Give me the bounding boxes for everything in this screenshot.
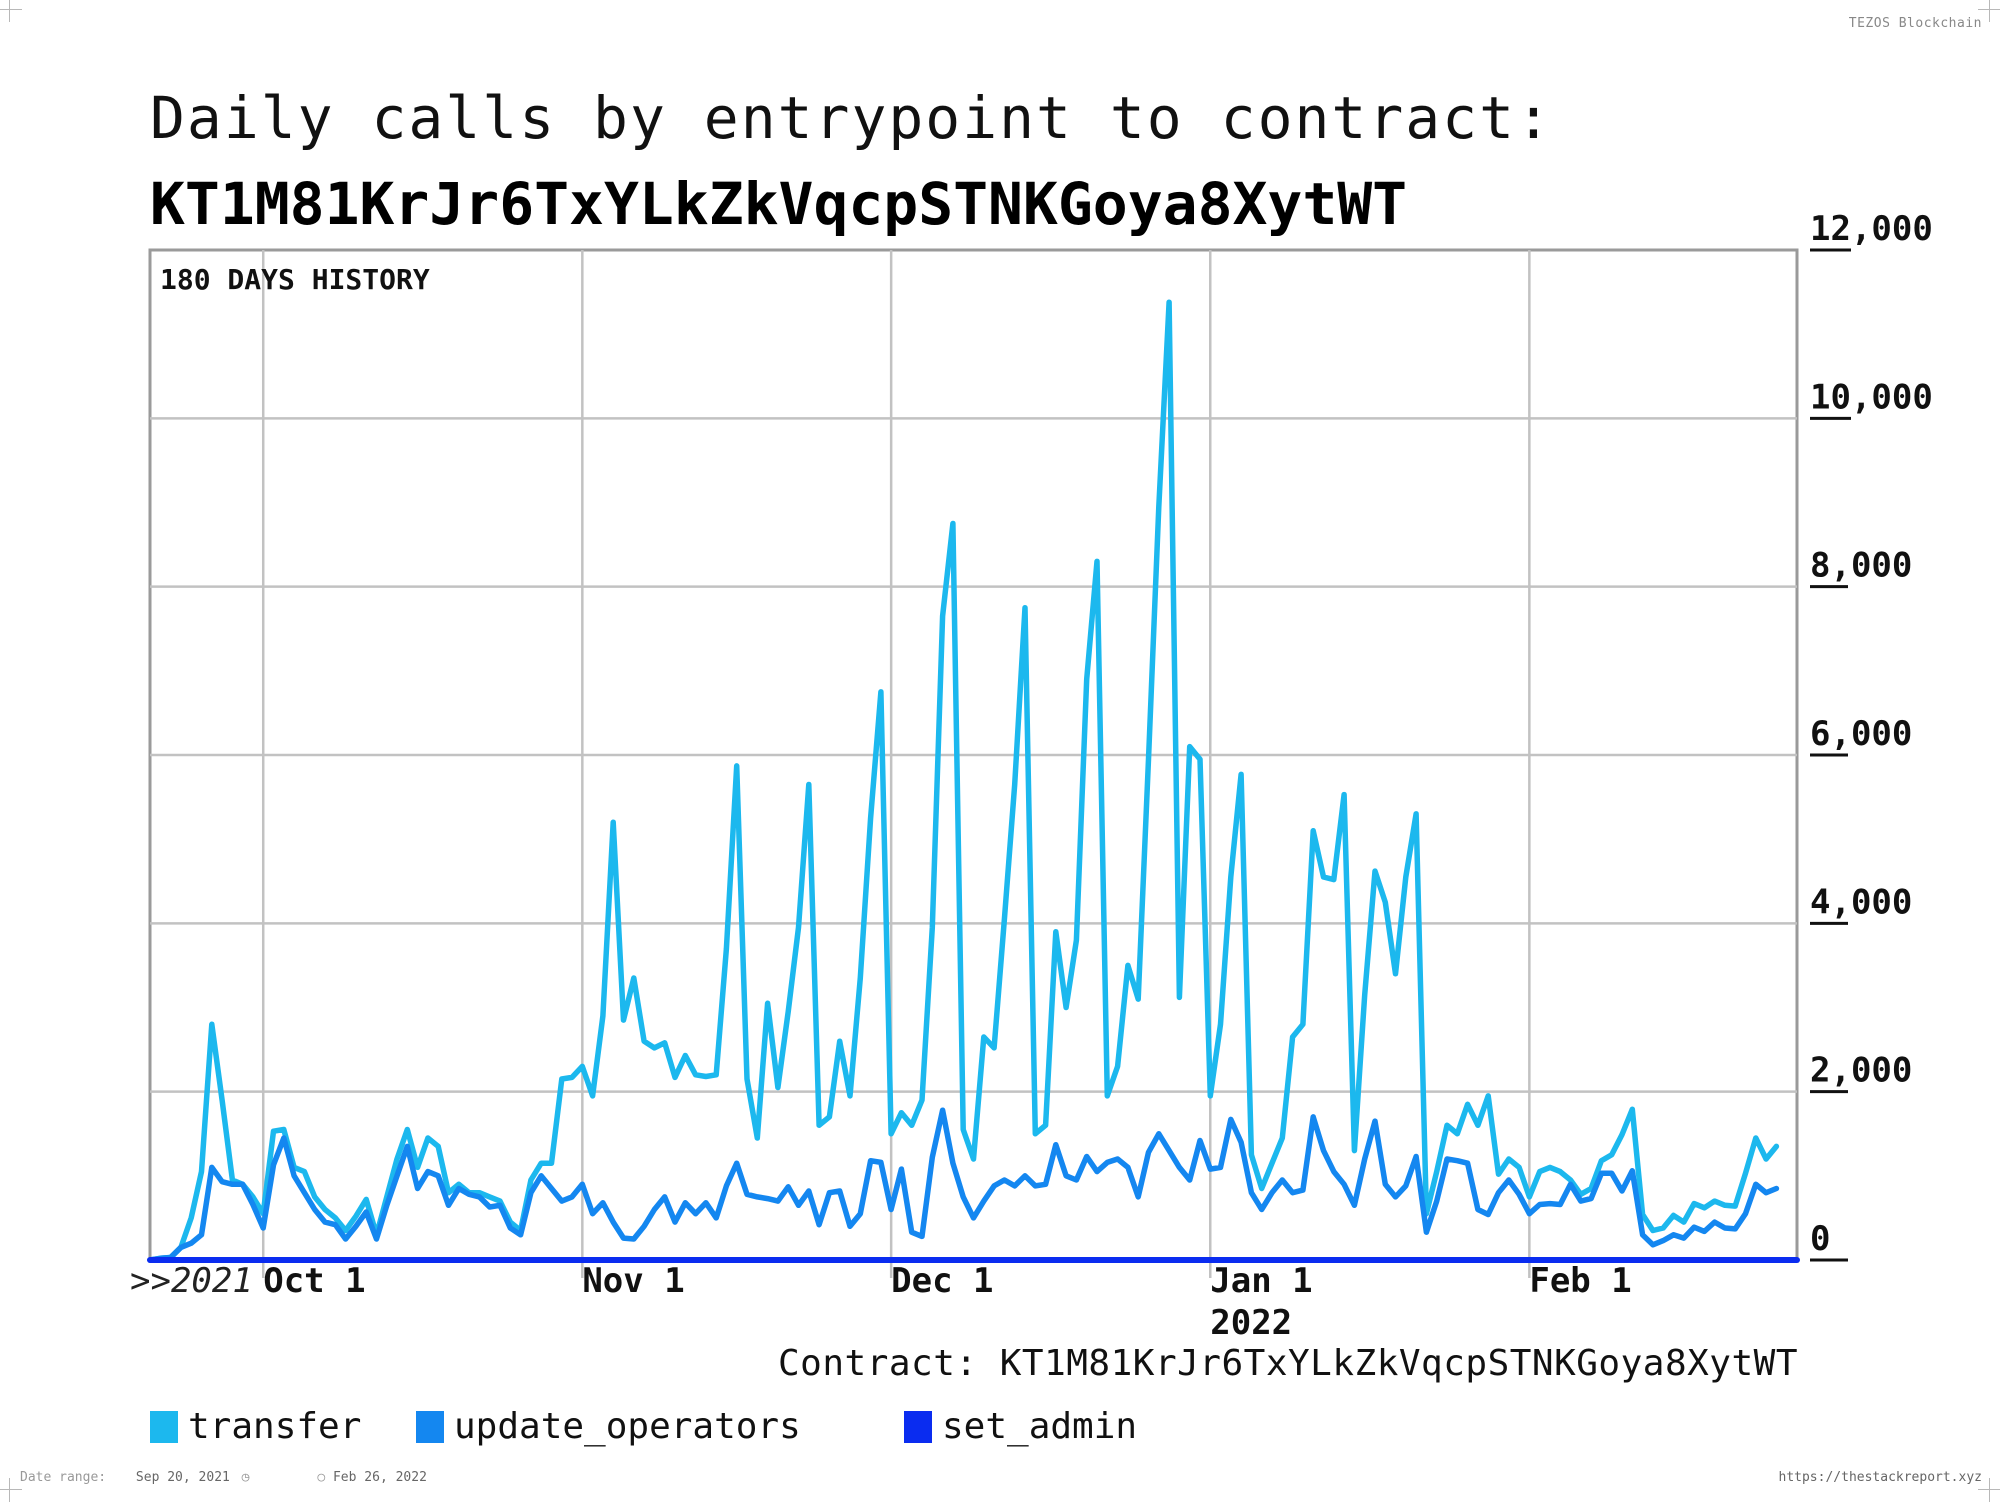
legend-swatch-set-admin — [904, 1410, 932, 1443]
legend-label-update-operators: update_operators — [454, 1406, 801, 1447]
legend-swatch-transfer — [150, 1410, 178, 1443]
legend-item-transfer: transfer — [150, 1406, 361, 1447]
date-range: Date range: Sep 20, 2021 ◷ ○ Feb 26, 202… — [20, 1470, 427, 1485]
circle-icon: ○ — [317, 1470, 326, 1485]
y-tick-label: 6,000 — [1810, 714, 1912, 754]
series-lines — [147, 299, 1800, 1263]
date-range-end: Feb 26, 2022 — [332, 1470, 427, 1485]
legend-item-set-admin: set_admin — [904, 1406, 1137, 1447]
crop-mark-bottom-right — [1978, 1478, 2000, 1502]
y-tick-label: 8,000 — [1810, 546, 1912, 586]
crop-mark-bottom-left — [0, 1478, 22, 1502]
x-tick-label: Oct 1 — [263, 1261, 365, 1301]
x-tick-label: Dec 1 — [891, 1261, 993, 1301]
y-tick-label: 12,000 — [1810, 209, 1933, 249]
y-tick-label: 10,000 — [1810, 377, 1933, 417]
clock-icon: ◷ — [241, 1470, 250, 1485]
date-range-start: Sep 20, 2021 — [135, 1470, 230, 1485]
brand-label: TEZOS Blockchain — [1848, 16, 1982, 31]
year-prefix-label: >>2021 — [130, 1261, 253, 1301]
chart-title: Daily calls by entrypoint to contract: — [150, 84, 1553, 152]
site-url: https://thestackreport.xyz — [1778, 1470, 1983, 1485]
series-line-update-operators — [147, 1107, 1780, 1263]
x-tick-sublabel: 2022 — [1210, 1303, 1292, 1343]
axes: 0 2,000 4,000 6,000 8,000 10,000 12,000 Oct 1 No… — [263, 209, 1933, 1343]
y-tick-label: 2,000 — [1810, 1051, 1912, 1091]
line-chart: 0 2,000 4,000 6,000 8,000 10,000 12,000 Oct 1 No… — [130, 209, 1933, 1343]
x-tick-label: Nov 1 — [582, 1261, 684, 1301]
legend-label-set-admin: set_admin — [942, 1406, 1138, 1447]
contract-address-title: KT1M81KrJr6TxYLkZkVqcpSTNKGoya8XytWT — [150, 170, 1408, 238]
legend-item-update-operators: update_operators — [416, 1406, 801, 1447]
x-tick-label: Feb 1 — [1529, 1261, 1631, 1301]
grid — [148, 248, 1799, 1278]
chart-subtitle: 180 DAYS HISTORY — [160, 263, 430, 296]
crop-mark-top-right — [1978, 0, 2000, 22]
legend-label-transfer: transfer — [188, 1406, 362, 1447]
contract-footer-label: Contract: KT1M81KrJr6TxYLkZkVqcpSTNKGoya… — [778, 1343, 1798, 1384]
legend-swatch-update-operators — [416, 1410, 444, 1443]
x-tick-label: Jan 1 — [1210, 1261, 1312, 1301]
y-tick-label: 0 — [1810, 1219, 1830, 1259]
date-range-label: Date range: — [20, 1470, 107, 1485]
series-line-transfer — [147, 299, 1780, 1263]
crop-mark-top-left — [0, 0, 22, 22]
y-tick-label: 4,000 — [1810, 882, 1912, 922]
